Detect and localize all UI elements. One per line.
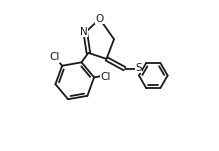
- Text: Cl: Cl: [100, 72, 110, 82]
- Text: O: O: [95, 14, 104, 24]
- Text: Cl: Cl: [49, 52, 59, 62]
- Text: S: S: [135, 63, 142, 73]
- Text: N: N: [80, 27, 88, 37]
